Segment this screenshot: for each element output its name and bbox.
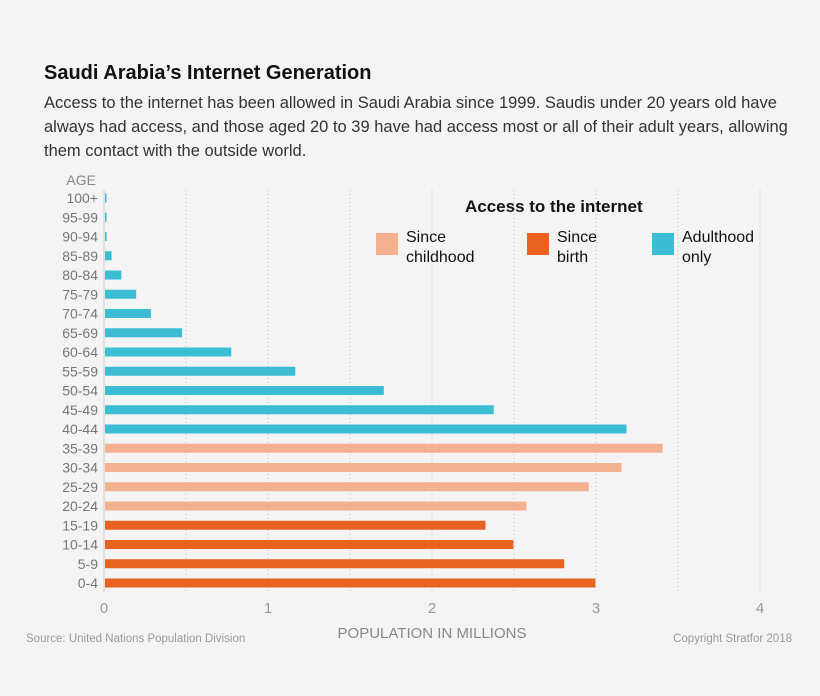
bar-90-94	[105, 232, 107, 241]
x-tick-label: 0	[100, 600, 108, 617]
y-tick-label: 25-29	[62, 479, 98, 495]
y-tick-label: 40-44	[62, 421, 98, 437]
x-tick-label: 1	[264, 600, 272, 617]
y-tick-label: 50-54	[62, 383, 98, 399]
bar-0-4	[105, 578, 596, 588]
x-tick-label: 3	[592, 600, 600, 617]
copyright-note: Copyright Stratfor 2018	[673, 633, 792, 645]
legend-label: Since	[406, 229, 446, 246]
y-tick-label: 10-14	[62, 537, 98, 553]
bar-20-24	[105, 501, 527, 511]
y-tick-label: 95-99	[62, 209, 98, 225]
y-tick-label: 100+	[66, 190, 98, 206]
y-tick-label: 60-64	[62, 344, 98, 360]
bar-15-19	[105, 520, 486, 530]
y-tick-label: 75-79	[62, 286, 98, 302]
legend-title: Access to the internet	[465, 197, 643, 216]
bar-95-99	[105, 212, 107, 222]
bar-80-84	[105, 270, 122, 280]
x-tick-label: 2	[428, 600, 436, 617]
bar-65-69	[105, 328, 183, 338]
bar-45-49	[105, 405, 494, 415]
bar-25-29	[105, 482, 589, 492]
bar-100+	[105, 193, 107, 203]
legend-swatch	[652, 233, 674, 255]
legend-swatch	[527, 233, 549, 255]
y-tick-label: 90-94	[62, 229, 98, 245]
y-tick-label: 20-24	[62, 498, 98, 514]
bar-5-9	[105, 559, 565, 569]
y-tick-label: 45-49	[62, 402, 98, 418]
legend-label: childhood	[406, 249, 475, 266]
bar-40-44	[105, 424, 627, 434]
legend-swatch	[376, 233, 398, 255]
bar-50-54	[105, 386, 384, 395]
y-tick-label: 15-19	[62, 517, 98, 533]
bar-35-39	[105, 443, 663, 453]
chart-subtitle: Access to the internet has been allowed …	[44, 94, 788, 160]
source-note: Source: United Nations Population Divisi…	[26, 633, 246, 645]
y-tick-label: 0-4	[78, 575, 98, 591]
bar-60-64	[105, 347, 232, 357]
bar-10-14	[105, 540, 514, 549]
y-tick-label: 5-9	[78, 556, 98, 572]
y-tick-label: 85-89	[62, 248, 98, 264]
legend-label: Since	[557, 229, 597, 246]
y-tick-label: 70-74	[62, 306, 98, 322]
legend-label: only	[682, 249, 711, 266]
bar-75-79	[105, 289, 137, 299]
y-tick-label: 55-59	[62, 363, 98, 379]
bar-85-89	[105, 251, 112, 261]
x-tick-label: 4	[756, 600, 764, 617]
y-tick-label: 65-69	[62, 325, 98, 341]
legend-label: Adulthood	[682, 229, 754, 246]
y-tick-label: 35-39	[62, 440, 98, 456]
y-tick-label: 30-34	[62, 460, 98, 476]
bar-70-74	[105, 309, 151, 318]
chart-title: Saudi Arabia’s Internet Generation	[44, 62, 372, 84]
y-tick-label: 80-84	[62, 267, 98, 283]
bar-55-59	[105, 366, 296, 376]
y-axis-label: AGE	[66, 172, 96, 188]
bar-30-34	[105, 463, 622, 472]
legend-label: birth	[557, 249, 588, 266]
x-axis-label: POPULATION IN MILLIONS	[338, 625, 527, 642]
